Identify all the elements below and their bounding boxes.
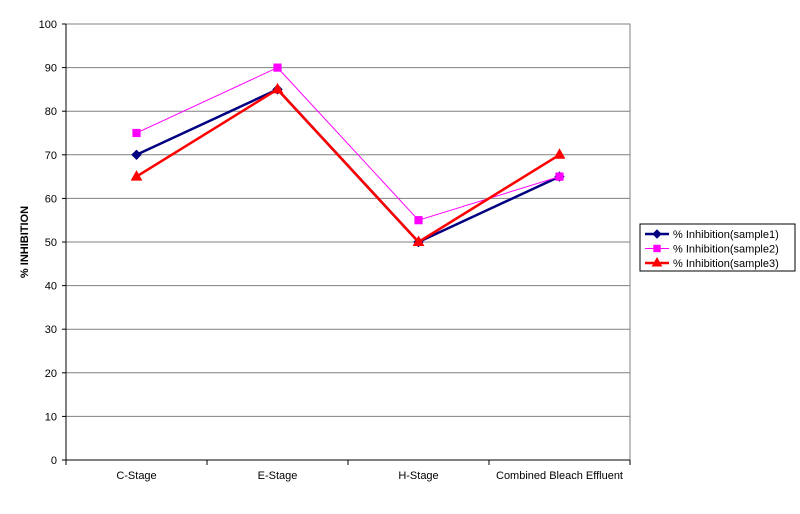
data-point — [414, 216, 423, 225]
data-point — [273, 63, 282, 72]
y-axis-title: % INHIBITION — [19, 206, 31, 278]
y-tick-labels: 0 10 20 30 40 50 60 70 80 90 100 — [39, 19, 57, 467]
legend-marker — [652, 229, 662, 239]
legend-marker — [653, 244, 661, 253]
y-tick-label: 80 — [45, 106, 57, 118]
data-point — [271, 82, 284, 94]
legend-label: % Inhibition(sample1) — [673, 229, 779, 241]
y-tick-label: 50 — [45, 237, 57, 249]
legend-item: % Inhibition(sample3) — [645, 256, 779, 270]
data-point — [130, 170, 143, 181]
series-line — [135, 87, 561, 244]
y-tick-label: 10 — [45, 411, 57, 423]
x-tick-label: H-Stage — [398, 470, 438, 482]
data-point — [131, 149, 142, 161]
series — [130, 63, 566, 248]
y-tick-label: 30 — [45, 324, 57, 336]
legend-label: % Inhibition(sample2) — [673, 244, 779, 256]
legend-marker — [651, 256, 663, 267]
data-point — [553, 148, 566, 159]
legend: % Inhibition(sample1) % Inhibition(sample… — [639, 223, 796, 272]
y-tick-label: 0 — [51, 455, 57, 467]
legend-item: % Inhibition(sample2) — [645, 244, 779, 256]
series-3 — [130, 82, 566, 246]
data-point — [412, 235, 425, 246]
x-tick-label: C-Stage — [116, 470, 156, 482]
x-tick-label: Combined Bleach Effluent — [496, 470, 623, 482]
x-tick-labels: C-Stage E-Stage H-Stage Combined Bleach Eff… — [116, 470, 623, 482]
legend-item: % Inhibition(sample1) — [645, 229, 779, 241]
gridlines — [65, 23, 631, 461]
data-point — [132, 128, 141, 138]
axes — [62, 23, 631, 465]
legend-label: % Inhibition(sample3) — [673, 258, 779, 270]
y-tick-label: 70 — [45, 150, 57, 162]
data-point — [555, 172, 564, 181]
y-tick-label: 40 — [45, 281, 57, 293]
y-tick-label: 90 — [45, 63, 57, 75]
y-tick-label: 20 — [45, 368, 57, 380]
y-tick-label: 100 — [39, 19, 57, 31]
y-tick-label: 60 — [45, 193, 57, 205]
x-tick-label: E-Stage — [258, 470, 298, 482]
